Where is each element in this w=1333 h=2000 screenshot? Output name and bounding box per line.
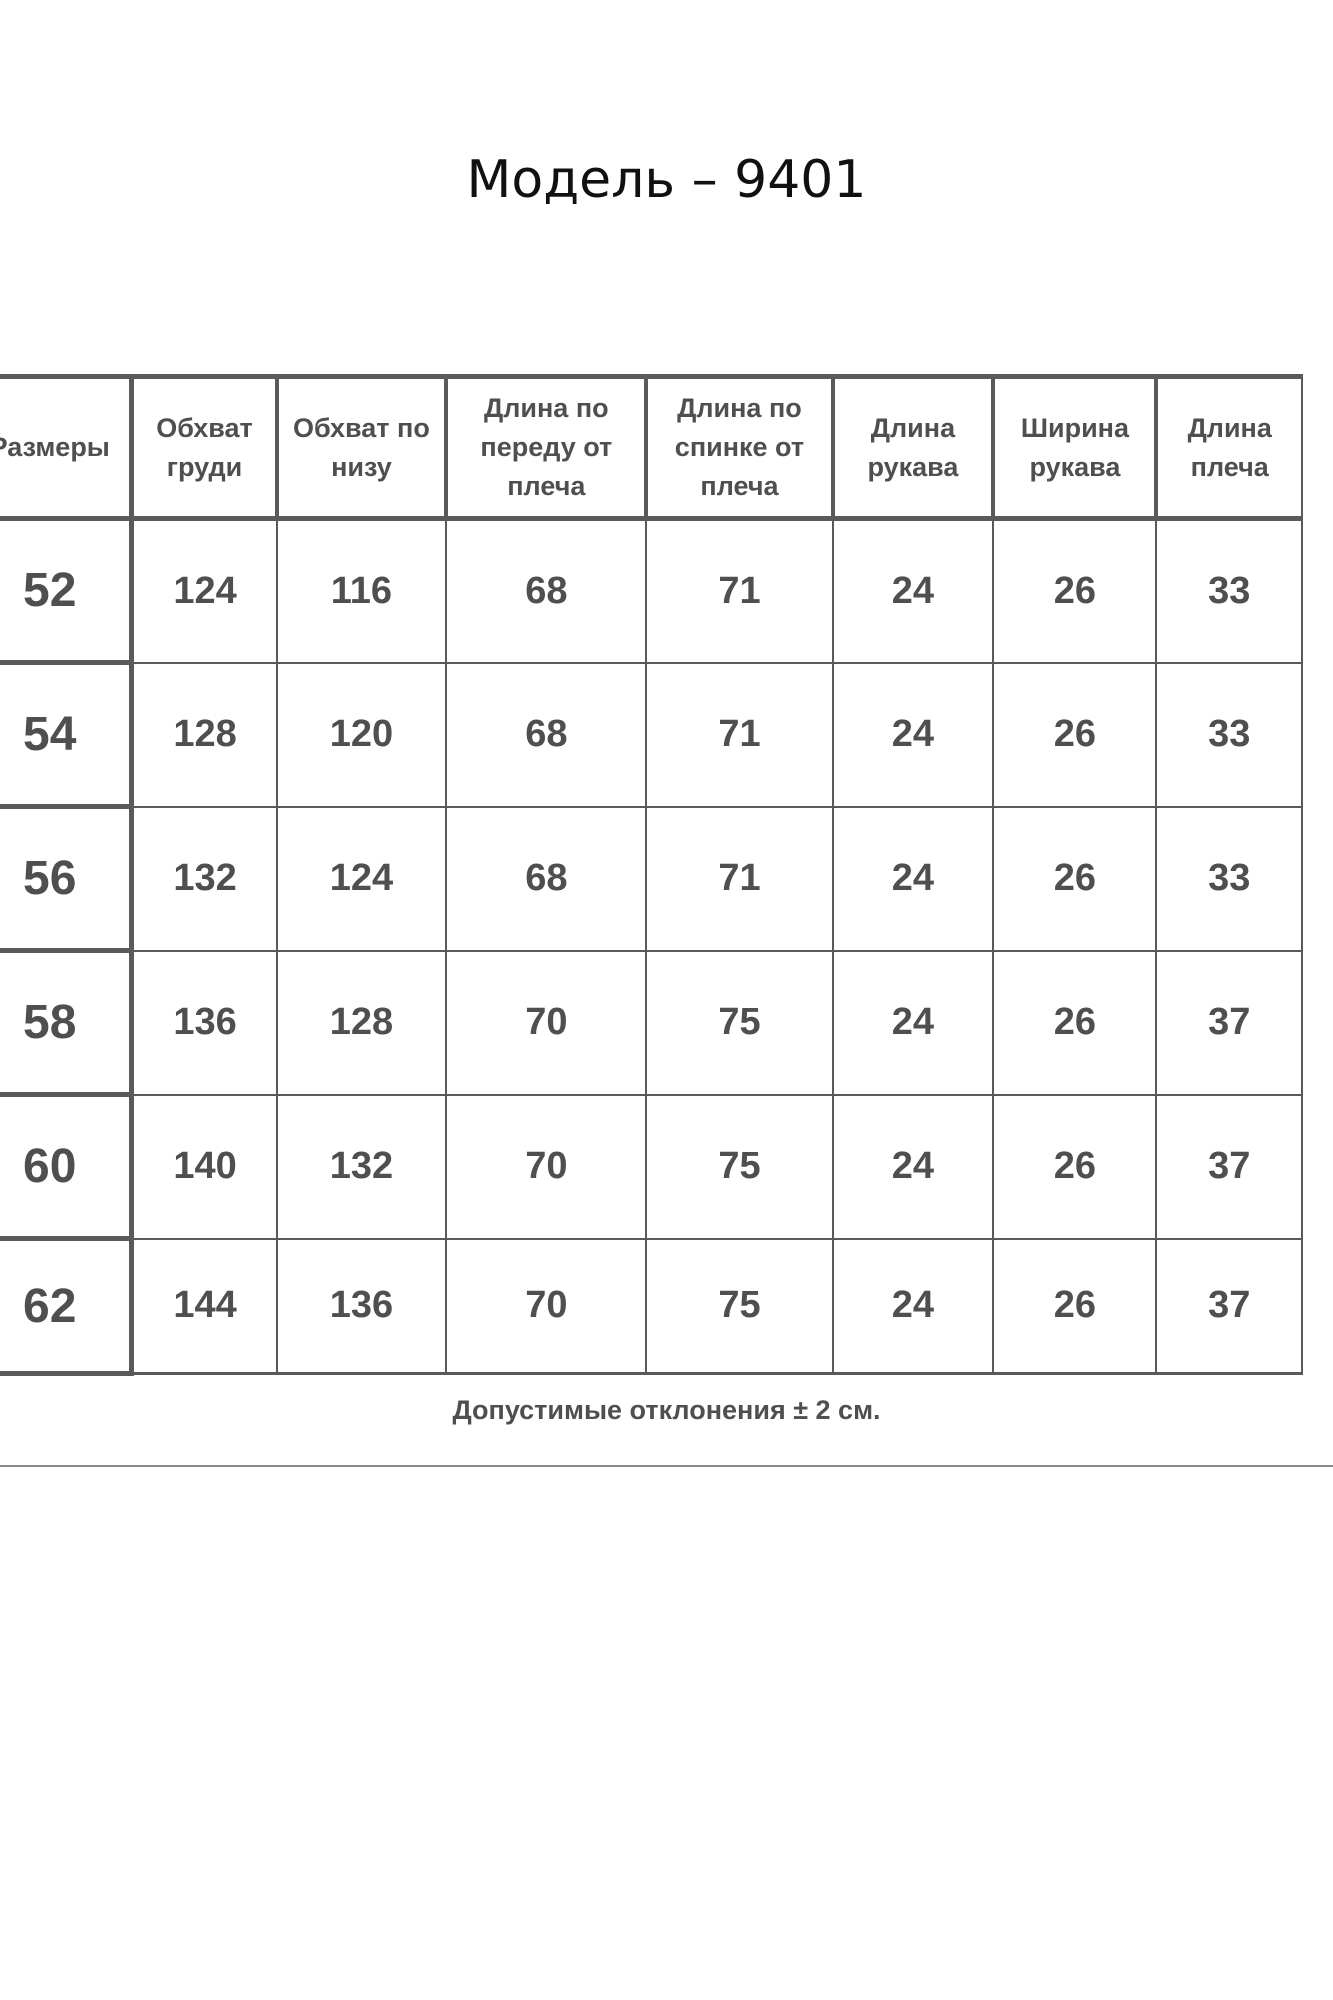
cell-front-length: 68 [445,805,648,952]
table-row: 54 128 120 68 71 24 26 33 [0,661,1303,809]
cell-size: 58 [0,949,135,1097]
size-chart-table: Размеры Обхват груди Обхват по низу Длин… [0,374,1303,1376]
cell-chest: 136 [130,949,278,1096]
table-row: 62 144 136 70 75 24 26 37 [0,1237,1303,1376]
cell-front-length: 70 [445,1237,648,1375]
table-row: 58 136 128 70 75 24 26 37 [0,949,1303,1097]
table-row: 60 140 132 70 75 24 26 37 [0,1093,1303,1241]
cell-front-length: 68 [445,661,648,808]
header-hem: Обхват по низу [274,374,448,521]
header-chest: Обхват груди [130,374,278,521]
cell-size: 60 [0,1093,135,1241]
cell-chest: 132 [130,805,278,952]
cell-hem: 132 [275,1093,448,1240]
cell-sleeve-width: 26 [992,1093,1158,1240]
cell-hem: 136 [275,1237,448,1375]
cell-sleeve-width: 26 [992,1237,1158,1375]
cell-size: 54 [0,661,135,809]
cell-front-length: 70 [445,1093,648,1240]
cell-front-length: 68 [445,517,648,664]
cell-sleeve-width: 26 [992,949,1158,1096]
cell-front-length: 70 [445,949,648,1096]
cell-chest: 140 [130,1093,278,1240]
cell-size: 52 [0,517,135,665]
cell-sleeve-width: 26 [992,661,1158,808]
header-back-length: Длина по спинке от плеча [644,374,834,521]
header-shoulder-length: Длина плеча [1154,374,1303,521]
tolerance-note: Допустимые отклонения ± 2 см. [452,1395,881,1425]
cell-back-length: 71 [645,517,834,664]
header-sleeve-length: Длина рукава [830,374,995,521]
page-title: Модель – 9401 [466,150,867,210]
cell-back-length: 75 [645,1237,834,1375]
cell-sleeve-width: 26 [992,517,1158,664]
cell-size: 62 [0,1237,135,1376]
cell-back-length: 75 [645,949,834,1096]
header-row: Размеры Обхват груди Обхват по низу Длин… [0,374,1303,521]
cell-back-length: 71 [645,661,834,808]
cell-hem: 116 [275,517,448,664]
header-sleeve-width: Ширина рукава [991,374,1158,521]
cell-sleeve-length: 24 [831,1237,995,1375]
cell-shoulder-length: 37 [1155,1237,1303,1375]
cell-chest: 124 [130,517,278,664]
cell-sleeve-length: 24 [831,1093,995,1240]
cell-shoulder-length: 33 [1155,517,1303,664]
cell-back-length: 71 [645,805,834,952]
cell-hem: 128 [275,949,448,1096]
cell-shoulder-length: 33 [1155,805,1303,952]
cell-size: 56 [0,805,135,953]
cell-hem: 120 [275,661,448,808]
cell-chest: 128 [130,661,278,808]
table-row: 52 124 116 68 71 24 26 33 [0,517,1303,665]
cell-sleeve-length: 24 [831,517,995,664]
cell-sleeve-length: 24 [831,805,995,952]
cell-shoulder-length: 33 [1155,661,1303,808]
divider [0,1465,1333,1467]
cell-shoulder-length: 37 [1155,1093,1303,1240]
cell-shoulder-length: 37 [1155,949,1303,1096]
cell-sleeve-length: 24 [831,661,995,808]
cell-chest: 144 [130,1237,278,1375]
cell-sleeve-length: 24 [831,949,995,1096]
header-sizes: Размеры [0,374,135,521]
cell-hem: 124 [275,805,448,952]
table-row: 56 132 124 68 71 24 26 33 [0,805,1303,953]
cell-back-length: 75 [645,1093,834,1240]
header-front-length: Длина по переду от плеча [444,374,648,521]
cell-sleeve-width: 26 [992,805,1158,952]
